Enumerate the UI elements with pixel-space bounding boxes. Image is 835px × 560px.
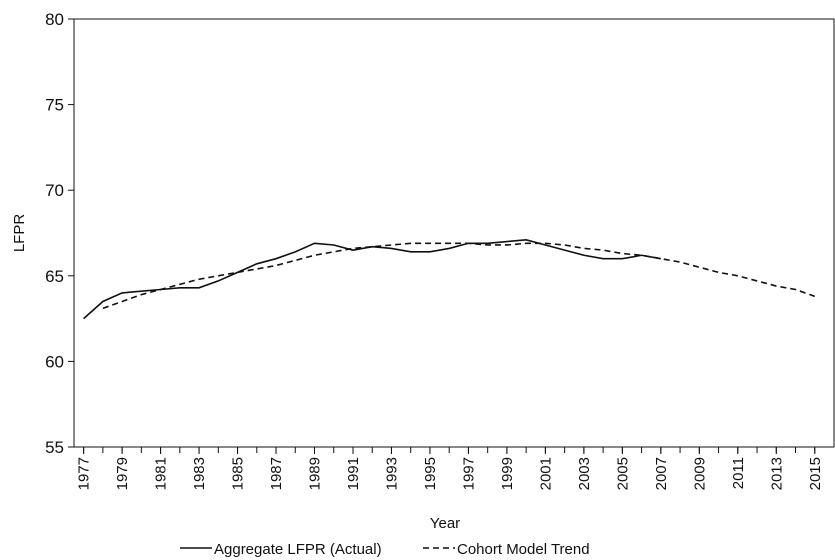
- y-tick-label: 80: [45, 10, 64, 29]
- x-tick-label: 1999: [499, 457, 516, 490]
- legend-label: Aggregate LFPR (Actual): [214, 541, 382, 558]
- y-tick-label: 75: [45, 96, 64, 115]
- x-tick-label: 2009: [691, 457, 708, 490]
- y-axis-label: LFPR: [11, 214, 28, 253]
- x-tick-label: 1981: [153, 457, 170, 490]
- y-tick-label: 55: [45, 438, 64, 457]
- x-tick-label: 2011: [730, 457, 747, 489]
- x-tick-label: 1989: [307, 457, 324, 490]
- x-tick-label: 2005: [614, 457, 631, 490]
- x-tick-label: 1979: [114, 457, 131, 490]
- x-tick-label: 1993: [383, 457, 400, 490]
- x-tick-label: 1997: [460, 457, 477, 490]
- x-tick-label: 2015: [807, 457, 824, 490]
- x-tick-label: 2007: [653, 457, 670, 490]
- y-tick-label: 60: [45, 352, 64, 371]
- x-tick-label: 2013: [768, 457, 785, 490]
- x-axis-label: Year: [430, 515, 460, 532]
- x-tick-label: 2001: [537, 457, 554, 490]
- plot-frame: [73, 18, 835, 448]
- x-tick-label: 1991: [345, 457, 362, 490]
- x-tick-label: 1985: [230, 457, 247, 490]
- x-tick-label: 1987: [268, 457, 285, 490]
- series-line: [102, 242, 816, 310]
- y-tick-label: 65: [45, 267, 64, 286]
- y-tick-label: 70: [45, 181, 64, 200]
- x-tick-label: 1983: [191, 457, 208, 490]
- legend-label: Cohort Model Trend: [457, 541, 590, 558]
- x-tick-label: 1977: [76, 457, 93, 490]
- series-line: [83, 239, 661, 320]
- x-tick-label: 1995: [422, 457, 439, 490]
- x-tick-label: 2003: [576, 457, 593, 490]
